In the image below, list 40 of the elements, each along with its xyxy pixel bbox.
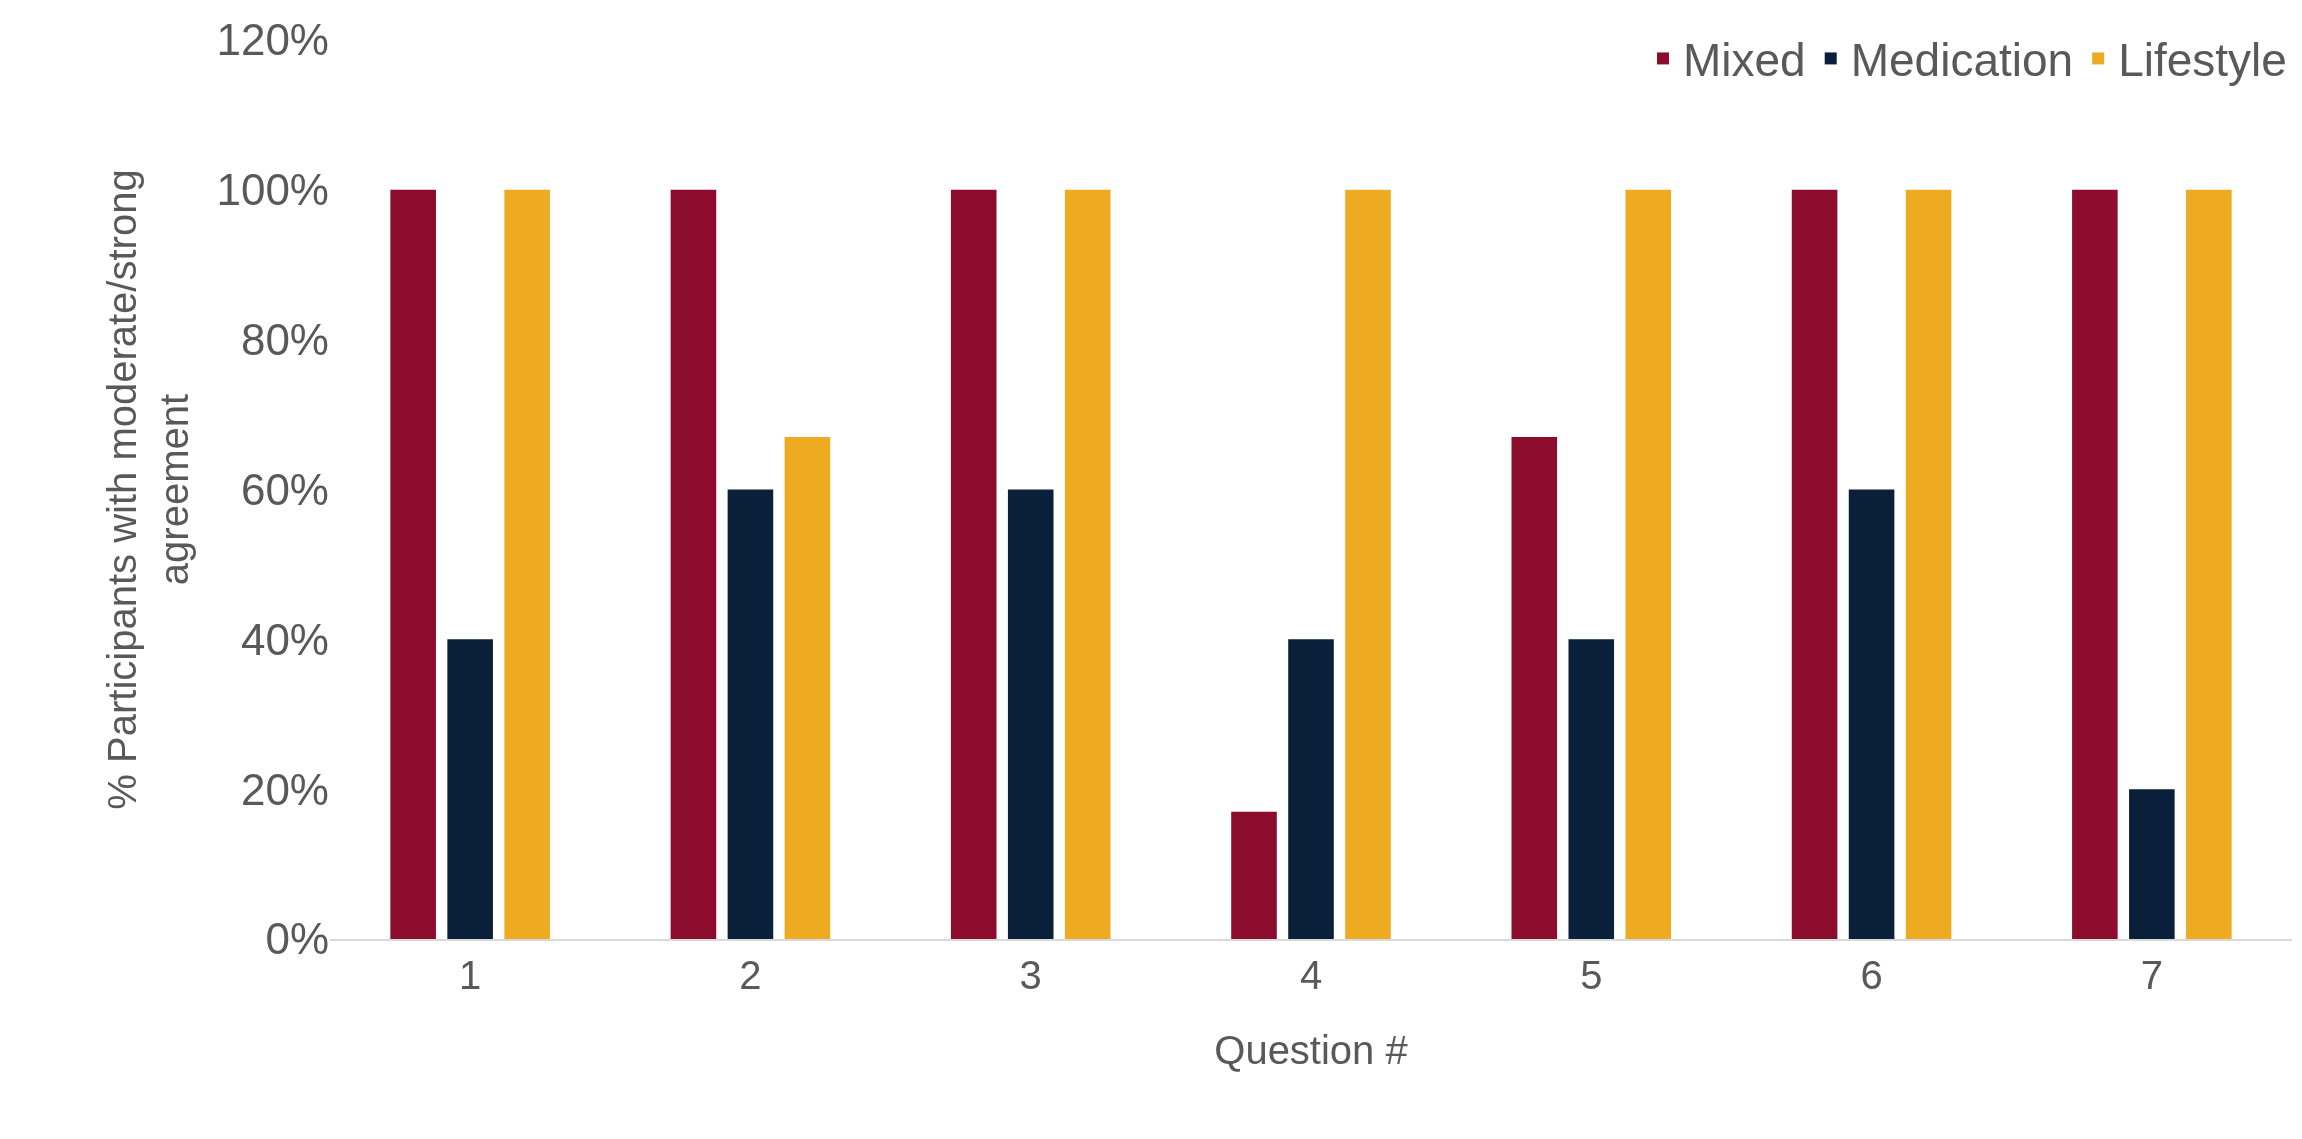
bar (1007, 489, 1054, 939)
x-tick-label: 4 (1299, 953, 1323, 997)
y-tick-label: 20% (240, 764, 329, 814)
x-axis-title: Question # (1214, 1028, 1409, 1072)
bar (2072, 189, 2118, 939)
bar (2129, 789, 2175, 939)
bar (504, 189, 550, 939)
bar (1568, 639, 1615, 939)
legend-label: Medication (1850, 34, 2074, 87)
y-tick-label: 120% (216, 15, 329, 65)
x-tick-label: 7 (2140, 953, 2163, 997)
bar (1231, 811, 1277, 939)
bar (1791, 189, 1838, 939)
bar (950, 189, 997, 939)
x-tick-label: 5 (1580, 953, 1603, 997)
bar (1511, 437, 1558, 939)
y-tick-label: 100% (216, 165, 329, 215)
bar (1848, 489, 1895, 939)
x-tick-label: 3 (1019, 953, 1042, 997)
legend-label: Lifestyle (2118, 34, 2287, 87)
bar (1905, 189, 1952, 939)
x-tick-label: 2 (739, 953, 762, 997)
x-tick-label: 6 (1860, 953, 1883, 997)
bar (1064, 189, 1111, 939)
bar (727, 489, 774, 939)
bar (390, 189, 436, 939)
y-tick-label: 0% (265, 914, 329, 964)
bar (2186, 189, 2232, 939)
bar (1625, 189, 1672, 939)
bar (1288, 639, 1334, 939)
bar (784, 437, 831, 939)
bar (1345, 189, 1391, 939)
y-tick-label: 40% (240, 614, 329, 664)
bar (670, 189, 717, 939)
y-tick-label: 80% (240, 315, 329, 365)
x-tick-label: 1 (459, 953, 482, 997)
bar (447, 639, 493, 939)
y-axis-title: % Participants with moderate/strong agreement (99, 169, 196, 810)
legend-label: Mixed (1683, 34, 1806, 87)
y-tick-label: 60% (240, 464, 329, 514)
